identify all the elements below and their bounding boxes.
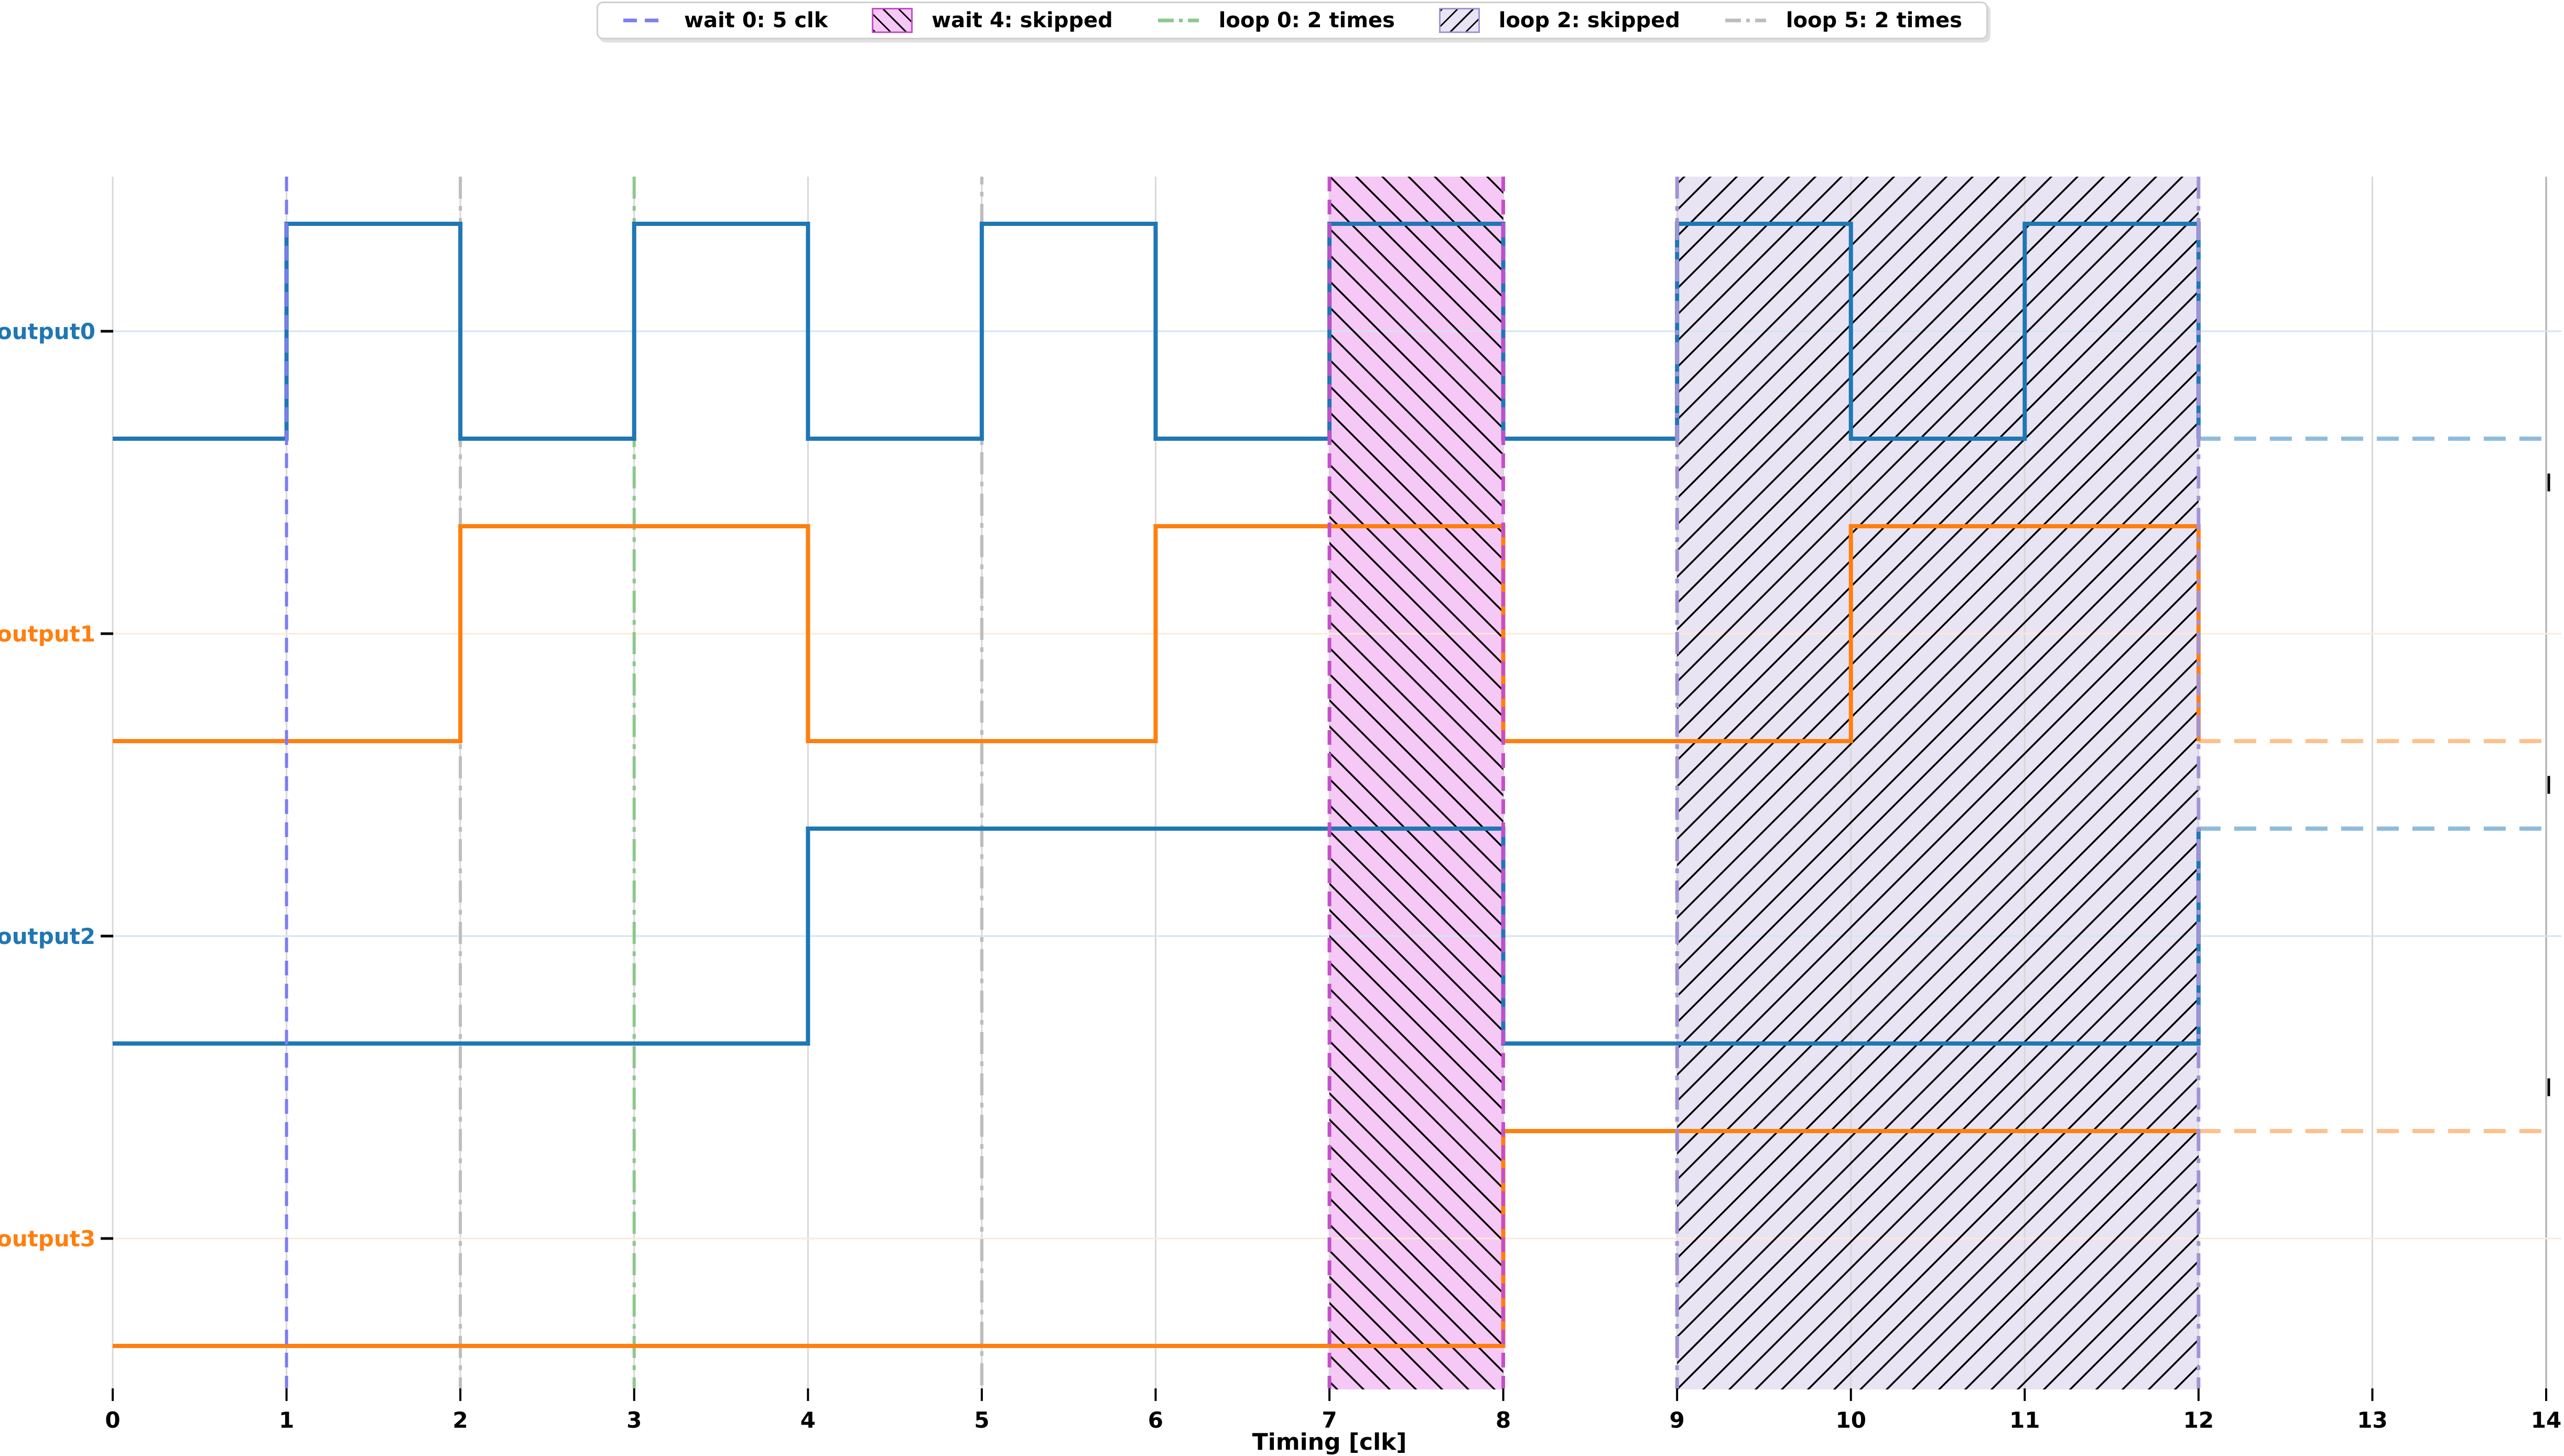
legend-hatched-patch-icon [1438,8,1480,33]
x-tick-label-6: 6 [1148,1407,1163,1433]
legend-hatched-patch-icon [872,8,913,33]
legend-dash-dot-line-icon [1157,18,1199,23]
legend-item-wait-4-skipped: wait 4: skipped [872,8,1113,33]
y-axis-label-output2: output2 [0,923,95,949]
x-axis-title: Timing [clk] [1252,1429,1407,1455]
x-tick-label-8: 8 [1496,1407,1511,1433]
skipped-region-hatch [1329,177,2199,1389]
legend-dash-dot-line-icon [1725,18,1766,23]
axes-ticks-and-labels: 0 1 2 3 4 5 6 7 8 9 10 11 12 13 14output0output1output… [0,319,2561,1433]
x-tick-label-11: 11 [2009,1407,2040,1433]
legend-item-label: wait 0: 5 clk [684,8,828,32]
legend-item-loop-5-2-times: loop 5: 2 times [1724,10,1962,31]
legend-item-label: loop 2: skipped [1498,8,1680,32]
x-tick-label-13: 13 [2357,1407,2387,1433]
legend-item-wait-0-5-clk: wait 0: 5 clk [622,10,828,31]
region-hatch-wait-4-skipped [1329,177,1503,1389]
region-hatch-loop-2-skipped [1677,177,2199,1389]
x-tick-label-5: 5 [974,1407,989,1433]
x-tick-label-4: 4 [800,1407,816,1433]
loop-marker-lines [459,177,983,1388]
y-axis-label-output3: output3 [0,1226,95,1252]
legend-item-label: loop 0: 2 times [1218,8,1395,32]
x-tick-label-2: 2 [453,1407,468,1433]
y-axis-label-output1: output1 [0,621,95,647]
legend-item-loop-0-2-times: loop 0: 2 times [1157,10,1395,31]
x-tick-label-9: 9 [1670,1407,1685,1433]
x-tick-label-7: 7 [1322,1407,1337,1433]
legend-item-label: loop 5: 2 times [1786,8,1962,32]
waveform-output0 [113,222,2201,441]
legend-dashed-line-icon [623,18,664,23]
signal-dashed-tails [2198,437,2549,1133]
skipped-region-edges [1327,177,2201,1388]
waveform-output1 [113,524,2201,743]
legend: wait 0: 5 clk wait 4: skipped loop 0: 2 ti… [597,2,1988,39]
x-tick-label-10: 10 [1835,1407,1866,1433]
x-tick-label-3: 3 [626,1407,642,1433]
y-axis-label-output0: output0 [0,319,95,344]
x-tick-label-14: 14 [2531,1407,2561,1433]
x-tick-label-0: 0 [105,1407,120,1433]
x-tick-label-12: 12 [2183,1407,2214,1433]
legend-item-label: wait 4: skipped [932,8,1113,32]
x-tick-label-1: 1 [279,1407,294,1433]
legend-item-loop-2-skipped: loop 2: skipped [1438,8,1680,33]
